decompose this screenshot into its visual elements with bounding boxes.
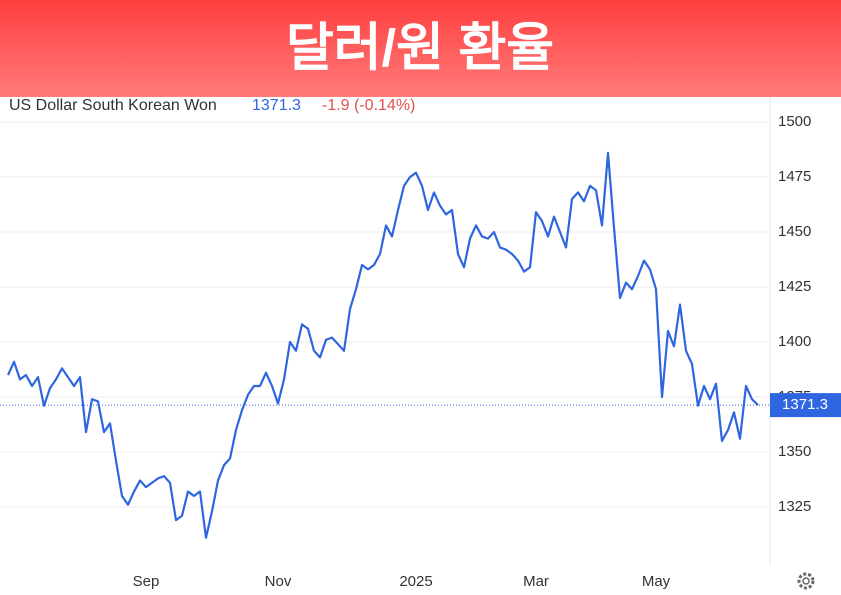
last-price-badge-label: 1371.3 bbox=[782, 396, 828, 413]
instrument-name: US Dollar South Korean Won bbox=[9, 97, 217, 114]
y-tick-label: 1350 bbox=[778, 443, 811, 460]
y-tick-label: 1475 bbox=[778, 168, 811, 185]
y-tick-label: 1325 bbox=[778, 498, 811, 515]
banner-title: 달러/원 환율 bbox=[286, 20, 554, 78]
plot: 13251350137514001425145014751500SepNov20… bbox=[0, 113, 841, 590]
x-tick-label: Mar bbox=[523, 573, 549, 590]
banner bbox=[0, 0, 841, 97]
y-tick-label: 1500 bbox=[778, 113, 811, 130]
settings-icon[interactable] bbox=[797, 572, 815, 590]
x-tick-label: 2025 bbox=[399, 573, 432, 590]
x-tick-label: Sep bbox=[133, 573, 160, 590]
last-price: 1371.3 bbox=[252, 97, 301, 114]
y-tick-label: 1450 bbox=[778, 223, 811, 240]
x-tick-label: May bbox=[642, 573, 671, 590]
x-tick-label: Nov bbox=[265, 573, 292, 590]
price-change: -1.9 (-0.14%) bbox=[322, 97, 415, 114]
price-line bbox=[6, 151, 759, 539]
y-tick-label: 1425 bbox=[778, 278, 811, 295]
y-tick-label: 1400 bbox=[778, 333, 811, 350]
last-price-badge bbox=[770, 393, 841, 418]
